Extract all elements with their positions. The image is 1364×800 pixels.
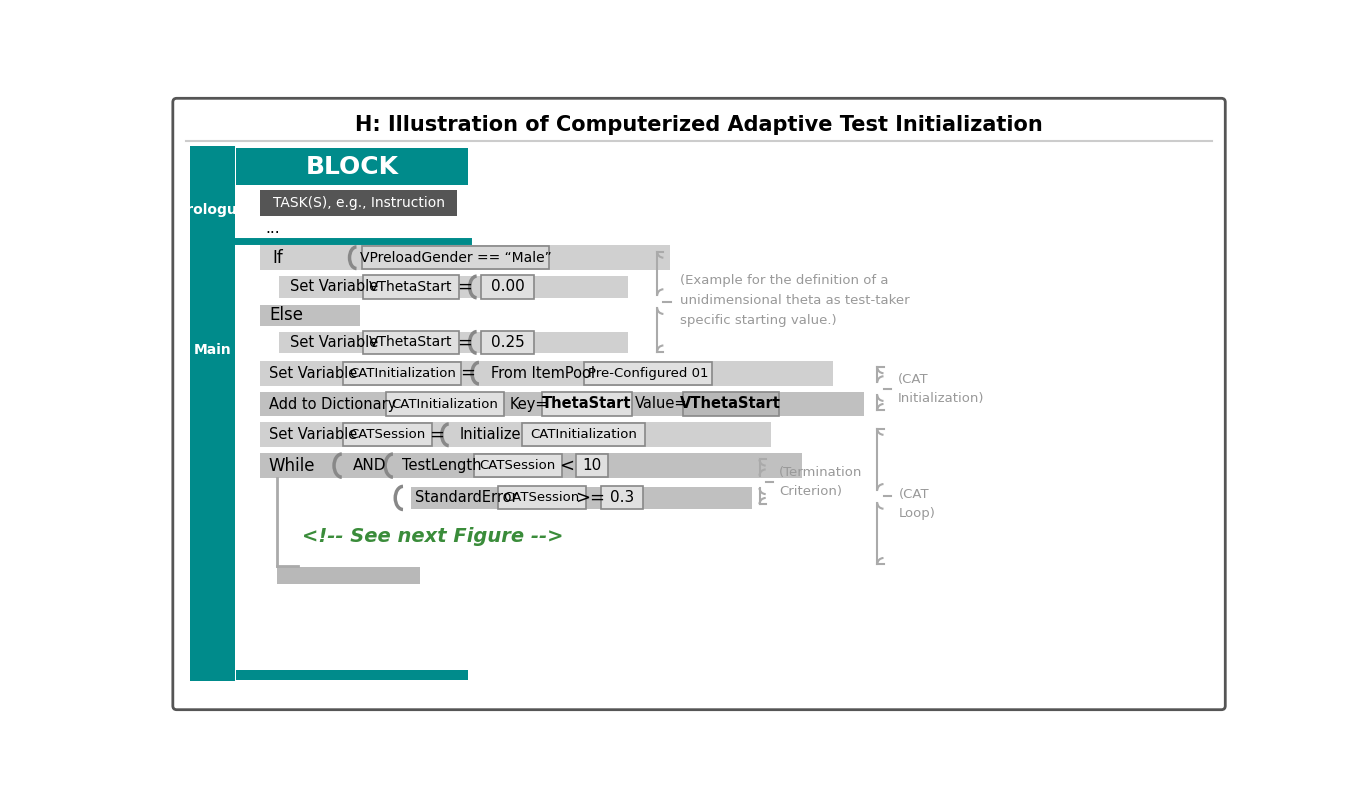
FancyBboxPatch shape — [190, 146, 235, 682]
Text: StandardError: StandardError — [416, 490, 518, 506]
Text: CATInitialization: CATInitialization — [531, 428, 637, 442]
FancyBboxPatch shape — [411, 487, 752, 509]
Text: CATSession: CATSession — [349, 428, 426, 442]
Text: Pre-Configured 01: Pre-Configured 01 — [588, 366, 708, 380]
FancyBboxPatch shape — [173, 98, 1225, 710]
FancyBboxPatch shape — [683, 393, 779, 415]
FancyBboxPatch shape — [363, 275, 458, 298]
Text: (CAT
Loop): (CAT Loop) — [899, 488, 936, 520]
Text: CATInitialization: CATInitialization — [391, 398, 498, 410]
Text: <!-- See next Figure -->: <!-- See next Figure --> — [303, 527, 563, 546]
Text: ThetaStart: ThetaStart — [542, 397, 632, 411]
Text: Key=: Key= — [509, 397, 548, 411]
FancyBboxPatch shape — [280, 332, 627, 353]
Text: Main: Main — [194, 343, 232, 357]
FancyBboxPatch shape — [521, 423, 645, 446]
FancyBboxPatch shape — [361, 246, 550, 270]
FancyBboxPatch shape — [259, 422, 771, 447]
FancyBboxPatch shape — [277, 567, 420, 584]
FancyBboxPatch shape — [259, 392, 865, 416]
Text: CATSession: CATSession — [503, 491, 580, 505]
FancyBboxPatch shape — [481, 275, 533, 298]
Text: 0.3: 0.3 — [610, 490, 634, 506]
Text: Set Variable: Set Variable — [291, 279, 378, 294]
Text: While: While — [269, 457, 315, 474]
FancyBboxPatch shape — [344, 423, 431, 446]
Text: Prologue: Prologue — [177, 203, 247, 217]
Text: VThetaStart: VThetaStart — [370, 335, 453, 350]
Text: VThetaStart: VThetaStart — [370, 280, 453, 294]
Text: (CAT
Initialization): (CAT Initialization) — [898, 373, 983, 405]
FancyBboxPatch shape — [259, 246, 670, 270]
Text: From ItemPool: From ItemPool — [491, 366, 595, 381]
FancyBboxPatch shape — [602, 486, 644, 510]
Text: Set Variable: Set Variable — [269, 366, 357, 381]
Text: AND: AND — [353, 458, 386, 473]
FancyBboxPatch shape — [259, 305, 360, 326]
Text: Initialize: Initialize — [460, 427, 521, 442]
Text: Else: Else — [269, 306, 303, 325]
Text: CATSession: CATSession — [480, 459, 555, 472]
Text: Add to Dictionary: Add to Dictionary — [269, 397, 397, 411]
Text: 0.00: 0.00 — [491, 279, 525, 294]
Text: (Termination
Criterion): (Termination Criterion) — [779, 466, 862, 498]
Text: =: = — [460, 364, 475, 382]
FancyBboxPatch shape — [236, 670, 468, 681]
FancyBboxPatch shape — [481, 331, 533, 354]
FancyBboxPatch shape — [349, 455, 390, 476]
FancyBboxPatch shape — [386, 393, 503, 415]
FancyBboxPatch shape — [259, 190, 457, 216]
FancyBboxPatch shape — [542, 393, 632, 415]
Text: =: = — [457, 278, 472, 296]
FancyBboxPatch shape — [280, 276, 627, 298]
FancyBboxPatch shape — [363, 331, 458, 354]
FancyBboxPatch shape — [259, 454, 802, 478]
Text: If: If — [271, 249, 282, 266]
Text: VPreloadGender == “Male”: VPreloadGender == “Male” — [360, 250, 551, 265]
FancyBboxPatch shape — [576, 454, 608, 477]
FancyBboxPatch shape — [473, 454, 562, 477]
FancyBboxPatch shape — [498, 486, 587, 510]
Text: <: < — [559, 457, 574, 474]
Text: (Example for the definition of a
unidimensional theta as test-taker
specific sta: (Example for the definition of a unidime… — [681, 274, 910, 326]
Text: TASK(S), e.g., Instruction: TASK(S), e.g., Instruction — [273, 196, 445, 210]
Text: Set Variable: Set Variable — [291, 335, 378, 350]
Text: BLOCK: BLOCK — [306, 155, 398, 179]
FancyBboxPatch shape — [236, 148, 468, 186]
Text: >=: >= — [576, 489, 606, 507]
Text: =: = — [457, 334, 472, 351]
Text: CATInitialization: CATInitialization — [349, 366, 456, 380]
FancyBboxPatch shape — [259, 361, 833, 386]
Text: ...: ... — [265, 221, 280, 236]
Text: TestLength: TestLength — [402, 458, 481, 473]
FancyBboxPatch shape — [344, 362, 461, 385]
Text: 10: 10 — [582, 458, 602, 473]
Text: Value=: Value= — [634, 397, 687, 411]
Text: Set Variable: Set Variable — [269, 427, 357, 442]
FancyBboxPatch shape — [584, 362, 712, 385]
Text: H: Illustration of Computerized Adaptive Test Initialization: H: Illustration of Computerized Adaptive… — [355, 115, 1043, 135]
Text: =: = — [428, 426, 443, 444]
Text: 0.25: 0.25 — [491, 335, 525, 350]
Text: VThetaStart: VThetaStart — [681, 397, 782, 411]
